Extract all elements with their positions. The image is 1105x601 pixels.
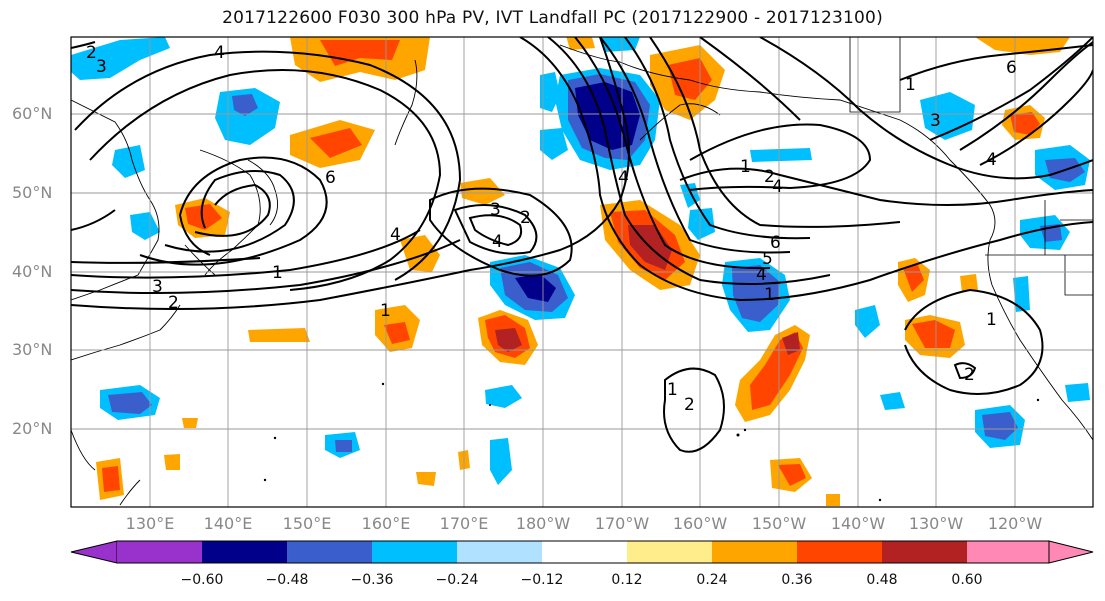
colorbar-tick-label: −0.12 [520,572,564,588]
lon-label-170e: 170°E [439,514,489,533]
contour-label: 1 [667,380,678,400]
lon-label-180w: 180°W [515,514,571,533]
contour-label: 2 [684,395,695,415]
lon-label-140e: 140°E [203,514,253,533]
colorbar-tick-label: 0.60 [951,572,983,588]
colorbar-tick-label: 0.48 [866,572,898,588]
contour-label: 2 [964,365,975,385]
colorbar-tick-label: −0.48 [265,572,309,588]
colorbar-tick-label: −0.60 [180,572,224,588]
contour-label: 4 [986,150,997,170]
contour-label: 1 [272,263,283,283]
lon-label-170w: 170°W [594,514,650,533]
lat-label-30n: 30°N [12,340,53,359]
lat-label-40n: 40°N [12,262,53,281]
colorbar-tick-label: 0.36 [781,572,813,588]
map-panel: 2 3 4 3 2 1 1 4 3 2 4 6 4 1 2 4 6 5 4 1 … [71,37,1093,507]
contour-label: 6 [325,168,336,188]
colorbar-tick-label: 0.24 [696,572,728,588]
contour-label: 1 [905,75,916,95]
contour-label: 3 [152,277,163,297]
lon-label-130w: 130°W [908,514,964,533]
contour-label: 6 [770,233,781,253]
lat-label-20n: 20°N [12,419,53,438]
lat-lon-grid [71,37,1093,507]
contour-label: 4 [214,43,225,63]
contour-label: 2 [520,208,531,228]
contour-label: 5 [762,249,773,269]
contour-label: 3 [490,200,501,220]
contour-label: 4 [756,265,767,285]
lon-label-120w: 120°W [987,514,1043,533]
contour-label: 4 [618,168,629,188]
contour-label: 4 [390,225,401,245]
lon-label-150e: 150°E [282,514,332,533]
lon-label-160w: 160°W [672,514,728,533]
contour-label: 2 [168,293,179,313]
contour-labels: 2 3 4 3 2 1 1 4 3 2 4 6 4 1 2 4 6 5 4 1 … [86,43,1017,415]
lon-label-150w: 150°W [751,514,807,533]
colorbar-tick-label: −0.36 [350,572,394,588]
positive-anomaly-blobs [96,37,1070,506]
lon-label-140w: 140°W [830,514,886,533]
contour-label: 2 [764,167,775,187]
colorbar-tick-label: 0.12 [611,572,643,588]
contour-label: 1 [380,301,391,321]
contour-label: 2 [86,43,97,63]
map-frame [70,36,1094,508]
colorbar-tick-label: −0.24 [435,572,479,588]
contour-label: 1 [986,310,997,330]
island-markers [263,382,1040,502]
ivt-contours [71,37,1093,453]
lat-label-50n: 50°N [12,183,53,202]
lat-label-60n: 60°N [12,104,53,123]
colorbar [70,540,1094,564]
contour-label: 4 [772,177,783,197]
lon-label-130e: 130°E [125,514,175,533]
contour-label: 1 [764,285,775,305]
lon-label-160e: 160°E [361,514,411,533]
contour-label: 4 [492,232,503,252]
contour-label: 6 [1006,58,1017,78]
map-title: 2017122600 F030 300 hPa PV, IVT Landfall… [222,8,883,28]
contour-label: 3 [96,57,107,77]
contour-label: 1 [740,157,751,177]
contour-label: 3 [930,111,941,131]
state-borders [849,37,1093,296]
